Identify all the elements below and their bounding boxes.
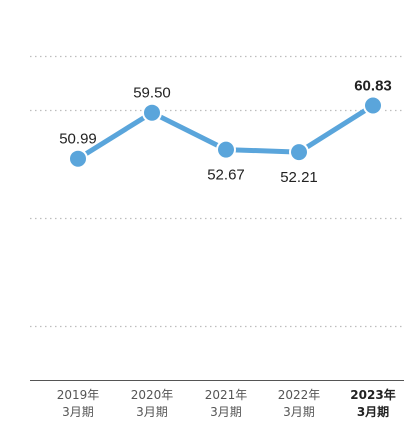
x-tick-labels: 2019年 3月期 2020年 3月期 2021年 3月期 2022年 3月期 2023年 3月期 <box>57 387 396 419</box>
x-tick-label: 3月期 <box>357 404 389 419</box>
x-tick-label: 2022年 <box>278 388 321 402</box>
x-tick-label: 3月期 <box>136 405 168 419</box>
data-point <box>216 139 236 160</box>
data-label: 60.83 <box>354 78 392 95</box>
data-label: 52.67 <box>207 167 245 184</box>
x-tick-label: 2020年 <box>131 388 174 402</box>
data-point <box>363 95 383 116</box>
data-point <box>142 102 162 123</box>
gridlines <box>30 55 404 328</box>
x-tick-label: 3月期 <box>283 405 315 419</box>
x-tick-label: 2021年 <box>205 388 248 402</box>
data-label: 50.99 <box>59 131 97 148</box>
x-tick-label: 2023年 <box>350 387 395 402</box>
x-tick-label: 2019年 <box>57 388 100 402</box>
data-label: 52.21 <box>280 169 318 186</box>
data-label: 59.50 <box>133 85 171 102</box>
x-tick-label: 3月期 <box>62 405 94 419</box>
x-tick-label: 3月期 <box>210 405 242 419</box>
data-points <box>68 95 383 169</box>
data-point <box>68 148 88 169</box>
data-point <box>289 142 309 163</box>
data-labels: 50.99 59.50 52.67 52.21 60.83 <box>59 78 392 187</box>
